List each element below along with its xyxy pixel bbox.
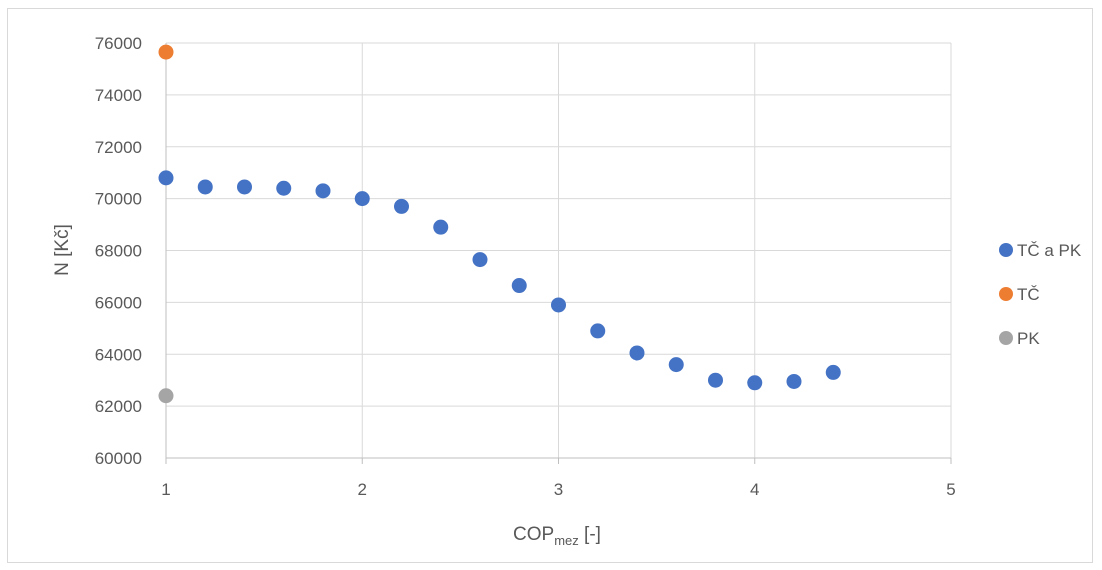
y-tick-label: 68000 xyxy=(95,242,142,261)
x-tick-label: 2 xyxy=(358,480,367,499)
legend-label: TČ a PK xyxy=(1017,241,1082,260)
x-axis-title-suffix: [-] xyxy=(579,524,601,545)
y-tick-label: 74000 xyxy=(95,86,142,105)
legend-item: PK xyxy=(999,329,1040,348)
data-point xyxy=(394,198,409,214)
data-point xyxy=(276,180,292,196)
data-point xyxy=(354,191,370,207)
data-point xyxy=(786,373,802,389)
legend-item: TČ xyxy=(999,285,1040,304)
x-tick-label: 5 xyxy=(946,480,955,499)
legend-label: TČ xyxy=(1017,285,1040,304)
data-point xyxy=(433,219,449,235)
data-point xyxy=(158,170,174,186)
data-point xyxy=(825,364,841,380)
y-tick-label: 66000 xyxy=(95,293,142,312)
y-tick-label: 76000 xyxy=(95,34,142,53)
x-tick-label: 4 xyxy=(750,480,759,499)
data-point xyxy=(197,179,213,195)
x-axis-title: COPmez [-] xyxy=(513,524,601,548)
data-point xyxy=(708,372,723,388)
data-point xyxy=(158,388,174,404)
x-tick-label: 3 xyxy=(554,480,563,499)
legend-marker xyxy=(999,243,1013,257)
chart-area xyxy=(7,8,1093,563)
y-tick-label: 62000 xyxy=(95,397,142,416)
legend-marker xyxy=(999,287,1013,301)
y-tick-label: 72000 xyxy=(95,138,142,157)
y-tick-label: 64000 xyxy=(95,345,142,364)
data-point xyxy=(158,44,174,60)
data-point xyxy=(551,297,566,313)
legend-item: TČ a PK xyxy=(999,241,1082,260)
tick-labels: 60000 62000 64000 66000 68000 70000 72000 74000… xyxy=(95,34,956,499)
y-tick-label: 70000 xyxy=(95,190,142,209)
y-axis-title: N [Kč] xyxy=(52,224,73,276)
legend-marker xyxy=(999,331,1013,345)
data-point xyxy=(590,323,606,339)
x-axis-title-main: COP xyxy=(513,524,554,545)
data-point xyxy=(237,179,252,195)
y-tick-label: 60000 xyxy=(95,449,142,468)
legend-label: PK xyxy=(1017,329,1040,348)
x-tick-label: 1 xyxy=(161,480,170,499)
data-point xyxy=(315,183,331,199)
legend: TČ a PK TČ PK xyxy=(999,241,1082,348)
data-points xyxy=(158,44,841,404)
data-point xyxy=(629,345,645,361)
data-point xyxy=(472,252,488,268)
gridlines xyxy=(166,42,952,458)
data-point xyxy=(668,357,684,373)
data-point xyxy=(511,278,527,294)
x-axis-title-subscript: mez xyxy=(554,533,579,548)
data-point xyxy=(747,375,763,391)
